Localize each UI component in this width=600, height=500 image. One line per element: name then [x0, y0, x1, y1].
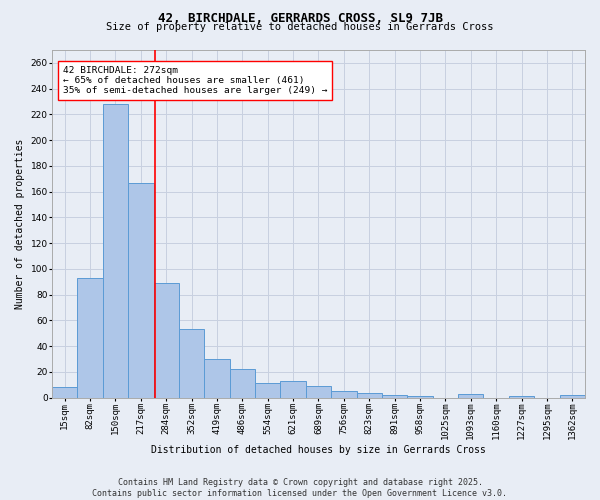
Text: 42 BIRCHDALE: 272sqm
← 65% of detached houses are smaller (461)
35% of semi-deta: 42 BIRCHDALE: 272sqm ← 65% of detached h…: [62, 66, 327, 96]
Text: 42, BIRCHDALE, GERRARDS CROSS, SL9 7JB: 42, BIRCHDALE, GERRARDS CROSS, SL9 7JB: [157, 12, 443, 26]
Bar: [179, 330, 204, 398]
Bar: [280, 381, 306, 398]
Bar: [306, 386, 331, 398]
Bar: [52, 388, 77, 398]
Y-axis label: Number of detached properties: Number of detached properties: [15, 138, 25, 309]
Bar: [458, 394, 484, 398]
Bar: [356, 392, 382, 398]
Bar: [154, 283, 179, 398]
Bar: [103, 104, 128, 398]
X-axis label: Distribution of detached houses by size in Gerrards Cross: Distribution of detached houses by size …: [151, 445, 486, 455]
Bar: [509, 396, 534, 398]
Bar: [407, 396, 433, 398]
Bar: [331, 391, 356, 398]
Bar: [128, 182, 154, 398]
Bar: [255, 384, 280, 398]
Bar: [382, 395, 407, 398]
Bar: [204, 359, 230, 398]
Text: Contains HM Land Registry data © Crown copyright and database right 2025.
Contai: Contains HM Land Registry data © Crown c…: [92, 478, 508, 498]
Bar: [77, 278, 103, 398]
Bar: [230, 370, 255, 398]
Text: Size of property relative to detached houses in Gerrards Cross: Size of property relative to detached ho…: [106, 22, 494, 32]
Bar: [560, 395, 585, 398]
